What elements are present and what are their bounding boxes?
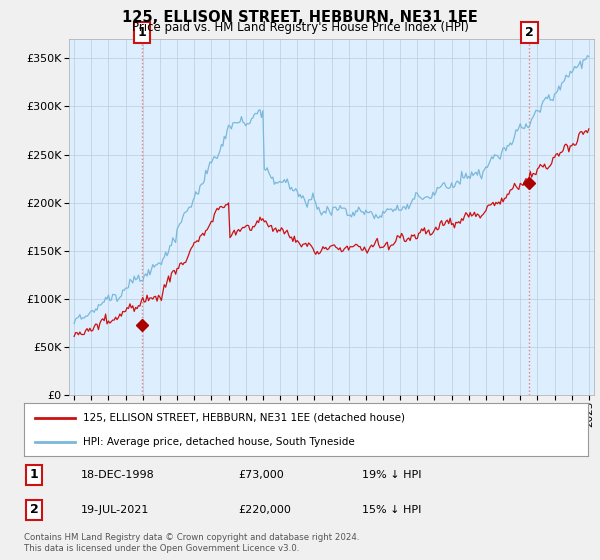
Text: 1: 1 [30, 468, 38, 481]
Text: £220,000: £220,000 [238, 505, 291, 515]
Text: 19-JUL-2021: 19-JUL-2021 [80, 505, 149, 515]
Text: 125, ELLISON STREET, HEBBURN, NE31 1EE (detached house): 125, ELLISON STREET, HEBBURN, NE31 1EE (… [83, 413, 405, 423]
Text: 1: 1 [138, 26, 146, 39]
Text: 19% ↓ HPI: 19% ↓ HPI [362, 470, 422, 479]
Text: 15% ↓ HPI: 15% ↓ HPI [362, 505, 422, 515]
Text: 2: 2 [525, 26, 534, 39]
Text: Contains HM Land Registry data © Crown copyright and database right 2024.
This d: Contains HM Land Registry data © Crown c… [24, 533, 359, 553]
Text: 125, ELLISON STREET, HEBBURN, NE31 1EE: 125, ELLISON STREET, HEBBURN, NE31 1EE [122, 10, 478, 25]
Text: £73,000: £73,000 [238, 470, 284, 479]
Text: HPI: Average price, detached house, South Tyneside: HPI: Average price, detached house, Sout… [83, 437, 355, 447]
Text: Price paid vs. HM Land Registry's House Price Index (HPI): Price paid vs. HM Land Registry's House … [131, 21, 469, 34]
Text: 2: 2 [30, 503, 38, 516]
Text: 18-DEC-1998: 18-DEC-1998 [80, 470, 154, 479]
